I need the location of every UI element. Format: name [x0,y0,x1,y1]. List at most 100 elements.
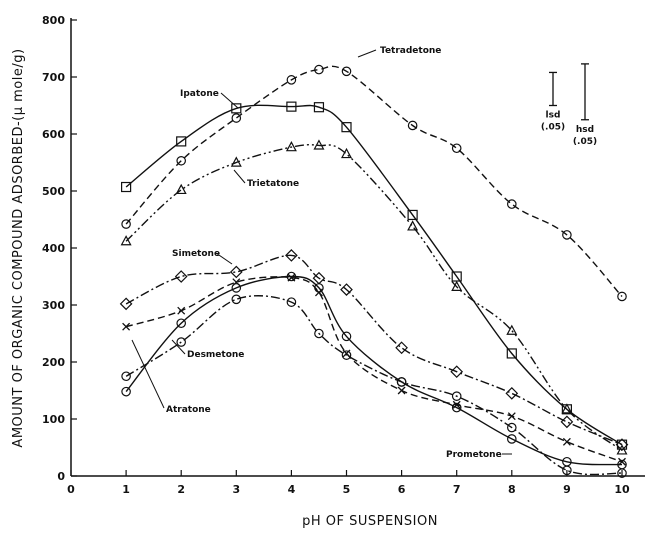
data-point-trietatone [230,156,242,167]
data-point-ipatone [286,101,297,112]
data-point-trietatone [616,444,628,455]
data-point-ipatone [341,122,352,133]
data-point-ipatone [231,103,242,114]
data-point-ipatone [616,439,628,450]
data-point-simetone [174,270,188,283]
data-point-atratone [176,318,186,329]
data-point-tetradetone [231,113,242,123]
x-tick-label: 7 [453,483,461,496]
data-point-desmetone [397,386,406,395]
series-leader-simetone [215,252,233,265]
data-point-simetone [395,341,408,355]
data-point-tetradetone [176,155,186,166]
x-tick-label: 2 [177,483,185,496]
data-point-simetone [229,265,243,279]
data-point-ipatone [120,181,132,193]
data-point-tetradetone [562,230,572,240]
series-label-prometone: Prometone [446,450,502,460]
data-point-simetone [119,297,133,311]
data-point-simetone [340,283,353,296]
data-point-tetradetone [506,199,517,209]
x-tick-label: 9 [563,483,571,496]
data-point-desmetone [618,457,626,466]
series-leader-atratone [131,339,165,409]
series-line-tetradetone [125,65,623,297]
data-point-desmetone [177,306,186,315]
data-point-atratone [314,283,324,293]
significance-bars: lsd (.05) hsd (.05) [541,63,597,147]
data-point-atratone [341,331,352,342]
data-point-atratone [451,402,462,413]
data-point-atratone [121,386,131,397]
y-tick-label: 700 [42,71,65,84]
y-tick-label: 600 [42,128,65,141]
y-tick-label: 200 [42,356,65,369]
axes [70,18,645,477]
y-tick-label: 500 [42,185,65,198]
data-point-tetradetone [286,75,297,85]
series-line-atratone [125,275,623,466]
series-label-atratone: Atratone [166,405,211,415]
data-point-trietatone [451,280,463,291]
y-tick-label: 100 [42,413,65,426]
significance-label-bottom: (.05) [573,137,597,147]
data-point-prometone [562,465,572,476]
series-markers [119,64,629,478]
data-point-simetone [285,249,298,262]
data-point-simetone [450,365,464,379]
series-leader-desmetone [171,339,186,355]
data-point-desmetone [452,400,461,409]
data-point-tetradetone [617,291,627,302]
data-point-atratone [286,271,297,282]
series-leader-ipatone [220,92,239,109]
series-leader-tetradetone [357,49,377,58]
data-point-desmetone [562,437,571,446]
data-point-prometone [341,350,352,360]
x-tick-label: 5 [343,483,351,496]
significance-label-top: lsd [546,111,561,121]
x-tick-label: 10 [614,483,630,496]
data-point-ipatone [506,348,517,359]
series-line-prometone [125,295,623,476]
y-tick-label: 300 [42,299,65,312]
series-line-simetone [125,254,623,446]
data-point-prometone [617,468,627,478]
data-point-prometone [314,328,324,339]
data-point-atratone [231,283,242,293]
data-point-tetradetone [121,219,131,229]
x-axis-title: pH OF SUSPENSION [302,514,438,529]
data-point-prometone [231,294,242,305]
data-point-tetradetone [341,66,352,77]
series-label-simetone: Simetone [172,249,220,259]
series-label-trietatone: Trietatone [247,179,299,189]
data-point-prometone [396,377,407,387]
significance-label-top: hsd [576,125,594,135]
series-label-ipatone: Ipatone [180,89,219,99]
data-point-trietatone [407,220,419,231]
significance-label-bottom: (.05) [541,123,565,133]
y-tick-label: 800 [42,14,65,27]
data-point-prometone [176,337,186,347]
significance-bar-lsd: lsd (.05) [541,71,565,133]
series-leader-trietatone [233,169,246,184]
data-point-ipatone [313,102,325,113]
data-point-ipatone [407,209,418,221]
y-axis-title: AMOUNT OF ORGANIC COMPOUND ADSORBED-(μ m… [11,48,26,447]
data-point-prometone [286,297,297,307]
data-point-simetone [560,415,574,429]
data-point-trietatone [506,324,518,335]
data-point-trietatone [285,141,297,152]
data-point-prometone [506,422,517,433]
data-point-desmetone [507,412,516,421]
data-point-ipatone [176,136,187,147]
x-tick-label: 6 [398,483,406,496]
series-line-trietatone [125,144,623,451]
series-label-desmetone: Desmetone [187,350,244,360]
data-point-tetradetone [314,64,324,75]
data-point-tetradetone [451,143,462,154]
x-tick-label: 4 [288,483,296,496]
data-point-trietatone [313,139,325,150]
data-point-simetone [505,387,519,400]
data-point-atratone [506,434,517,444]
